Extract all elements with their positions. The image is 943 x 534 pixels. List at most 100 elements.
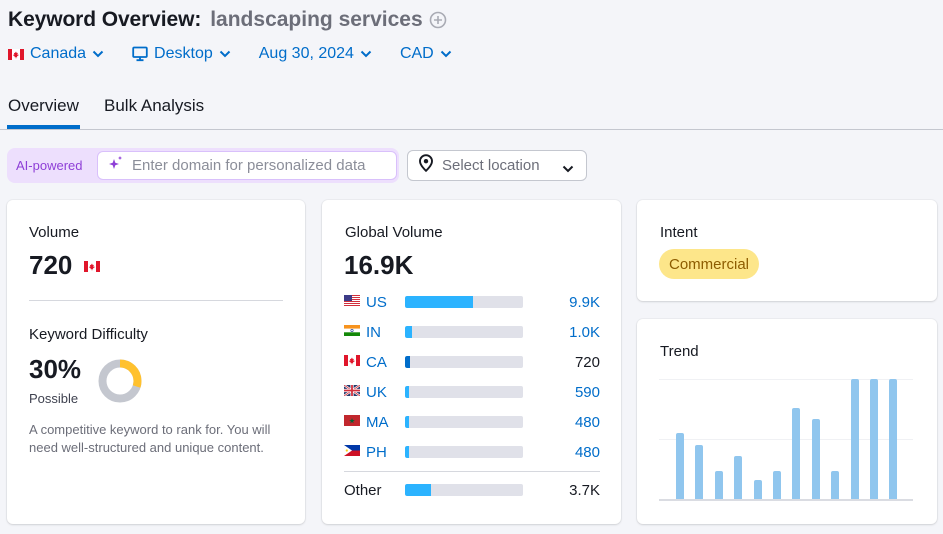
chevron-down-icon [92,50,104,58]
device-label: Desktop [154,45,213,62]
location-placeholder: Select location [442,157,540,174]
tab-bar: Overview Bulk Analysis [0,92,943,130]
volume-bar [405,386,523,398]
kd-donut-chart [97,358,143,409]
kd-rating: Possible [29,391,79,406]
currency-selector[interactable]: CAD [400,45,452,63]
other-volume: 3.7K [569,481,600,499]
trend-bar[interactable] [753,480,762,499]
trend-bar[interactable] [889,379,898,499]
trend-card: Trend [637,319,937,524]
grid-line [659,379,913,380]
india-flag-icon [344,323,360,341]
kd-value: 30% [29,354,82,384]
domain-input[interactable]: Enter domain for personalized data [97,151,397,180]
volume-bar [405,326,523,338]
desktop-icon [132,46,148,62]
volume-bar-fill [405,326,413,338]
domain-input-placeholder: Enter domain for personalized data [132,157,366,174]
intent-badge: Commercial [659,249,760,279]
divider [29,300,283,301]
country-code[interactable]: US [366,293,387,311]
filter-bar: Canada Desktop Aug 30, 2024 CAD [8,45,480,63]
country-volume: 720 [574,353,600,371]
device-selector[interactable]: Desktop [132,45,231,63]
trend-bar[interactable] [773,471,781,499]
country-row-in[interactable]: IN 1.0K [344,322,600,342]
chevron-down-icon [440,50,452,58]
trend-chart [659,379,913,501]
grid-line [659,439,913,440]
page-header: Keyword Overview: landscaping services [8,8,447,32]
country-row-us[interactable]: US 9.9K [344,292,600,312]
country-row-ma[interactable]: MA 480 [344,412,600,432]
canada-flag-icon [8,48,24,60]
ai-powered-label: AI-powered [16,158,83,173]
tab-overview[interactable]: Overview [7,96,80,129]
location-select[interactable]: Select location [407,150,587,181]
global-volume-value: 16.9K [344,250,414,280]
country-row-ca[interactable]: CA 720 [344,352,600,372]
country-row-other: Other 3.7K [344,480,600,500]
country-row-ph[interactable]: PH 480 [344,442,600,462]
kd-label: Keyword Difficulty [29,326,148,343]
date-selector[interactable]: Aug 30, 2024 [259,45,372,63]
country-code[interactable]: CA [366,353,387,371]
plus-circle-icon[interactable] [429,11,447,29]
country-selector[interactable]: Canada [8,45,104,63]
country-volume[interactable]: 480 [574,443,600,461]
location-pin-icon [418,154,434,177]
trend-bar[interactable] [870,379,878,499]
trend-bar[interactable] [792,408,801,499]
chevron-down-icon [562,160,574,178]
volume-bar-fill [405,356,410,368]
canada-flag-icon [344,353,360,371]
date-label: Aug 30, 2024 [258,45,354,62]
volume-bar [405,446,523,458]
volume-value: 720 [29,250,73,280]
keyword-title: landscaping services [210,8,423,31]
volume-bar [405,484,523,496]
other-label: Other [344,481,382,499]
trend-bar[interactable] [831,471,840,499]
page-title: Keyword Overview: [8,8,202,31]
country-volume[interactable]: 1.0K [569,323,600,341]
trend-bar[interactable] [676,433,684,499]
volume-bar-fill [405,296,474,308]
country-volume[interactable]: 590 [574,383,600,401]
currency-label: CAD [399,45,434,62]
morocco-flag-icon [344,413,360,431]
volume-bar [405,356,523,368]
chart-baseline [659,499,913,501]
country-row-uk[interactable]: UK 590 [343,382,600,402]
country-volume[interactable]: 480 [574,413,600,431]
canada-flag-icon [84,259,100,277]
country-code[interactable]: UK [366,383,387,401]
volume-bar [405,296,523,308]
sparkle-icon [108,155,124,176]
uk-flag-icon [343,383,361,401]
kd-description: A competitive keyword to rank for. You w… [29,422,271,455]
volume-bar-fill [405,386,409,398]
country-code[interactable]: IN [366,323,381,341]
trend-bar[interactable] [811,419,820,499]
volume-card: Volume 720 Keyword Difficulty 30% Possib… [7,200,305,524]
trend-bar[interactable] [695,445,704,499]
intent-card: Intent Commercial [637,200,937,301]
volume-bar-fill [405,484,431,496]
volume-bar [405,416,523,428]
country-code[interactable]: MA [366,413,389,431]
volume-bar-fill [405,446,409,458]
tab-bulk-analysis[interactable]: Bulk Analysis [104,96,205,115]
country-label: Canada [30,45,87,62]
country-code[interactable]: PH [366,443,387,461]
us-flag-icon [344,293,360,311]
trend-bar[interactable] [850,379,859,499]
divider [344,471,600,472]
trend-bar[interactable] [734,456,743,499]
trend-bar[interactable] [714,471,723,499]
philippines-flag-icon [344,443,360,461]
volume-label: Volume [29,224,80,241]
intent-label: Intent [660,224,698,241]
country-volume[interactable]: 9.9K [569,293,600,311]
